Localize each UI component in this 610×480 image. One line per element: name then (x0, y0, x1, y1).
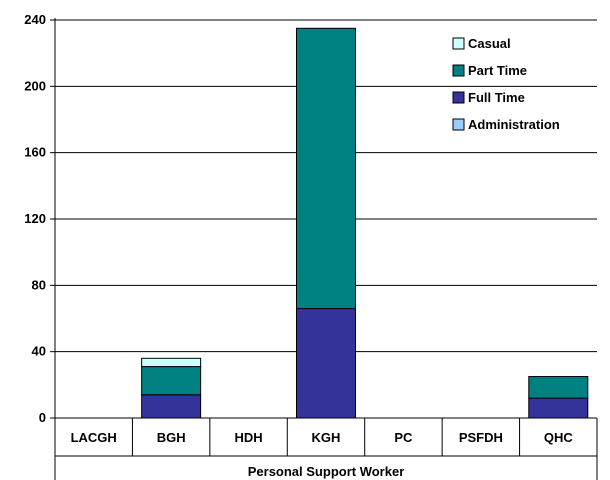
bar-segment-casual (141, 357, 202, 368)
x-category-label: QHC (544, 430, 574, 445)
x-category-label: PC (394, 430, 413, 445)
y-tick-label: 120 (24, 211, 46, 226)
y-tick-label: 200 (24, 78, 46, 93)
legend-swatch (452, 118, 465, 131)
bar-segment-full-time (528, 397, 589, 419)
legend-label: Administration (468, 117, 560, 132)
legend: Casual Part Time Full Time Administration (452, 36, 560, 132)
legend-swatch (452, 64, 465, 77)
y-tick-label: 160 (24, 145, 46, 160)
legend-label: Part Time (468, 63, 527, 78)
bar-segment-part-time (296, 27, 356, 310)
bars (141, 27, 589, 419)
y-tick-label: 0 (39, 410, 46, 425)
bar-segment-full-time (296, 308, 356, 419)
y-tick-label: 80 (32, 277, 46, 292)
x-axis-group-label: Personal Support Worker (248, 464, 405, 479)
x-category-label: BGH (157, 430, 186, 445)
bar-segment-full-time (141, 394, 202, 419)
legend-swatch (452, 37, 465, 50)
legend-label: Full Time (468, 90, 525, 105)
y-tick-label: 40 (32, 344, 46, 359)
x-category-label: KGH (312, 430, 341, 445)
y-tick-label: 240 (24, 12, 46, 27)
legend-label: Casual (468, 36, 511, 51)
bar-segment-part-time (528, 376, 589, 399)
x-category-label: PSFDH (459, 430, 503, 445)
axes (54, 18, 598, 480)
x-category-label: LACGH (71, 430, 117, 445)
x-category-label: HDH (234, 430, 262, 445)
x-axis-categories: LACGH BGH HDH KGH PC PSFDH QHC (71, 418, 574, 456)
y-axis-ticks: 0 40 80 120 160 200 240 (24, 12, 55, 425)
legend-swatch (452, 91, 465, 104)
bar-segment-part-time (141, 366, 202, 396)
